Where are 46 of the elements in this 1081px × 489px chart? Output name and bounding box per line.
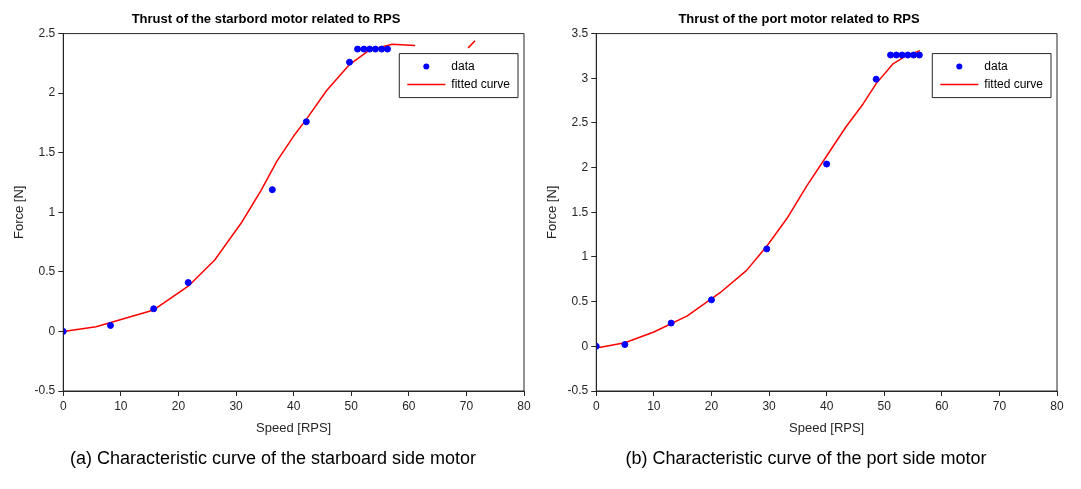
y-tick-label: -0.5: [567, 383, 589, 398]
legend-label: fitted curve: [451, 76, 511, 91]
y-tick-label: 2: [48, 85, 56, 100]
y-tick-label: 2.5: [38, 25, 56, 40]
text: (a) Characteristic curve of the starboard side motor: [69, 448, 477, 469]
x-tick-label: 70: [992, 398, 1007, 413]
y-tick-label: 0: [581, 338, 589, 353]
x-tick-label: 20: [171, 398, 186, 413]
x-tick-label: 50: [877, 398, 892, 413]
legend-label: data: [451, 58, 475, 73]
y-tick-label: 3: [581, 70, 589, 85]
legend-label: data: [984, 58, 1008, 73]
y-tick-label: 2: [581, 159, 589, 174]
chart-title: Thrust of the port motor related to RPS: [678, 11, 920, 27]
x-tick-label: 80: [517, 398, 531, 413]
y-tick-label: 2.5: [571, 115, 589, 130]
x-tick-label: 50: [344, 398, 359, 413]
x-tick-label: 20: [704, 398, 719, 413]
x-tick-label: 0: [59, 398, 67, 413]
text: (b) Characteristic curve of the port side motor: [625, 448, 987, 469]
y-axis-title: Force [N]: [544, 185, 560, 240]
x-tick-label: 40: [819, 398, 834, 413]
x-axis-title: Speed [RPS]: [256, 419, 332, 435]
x-tick-label: 60: [402, 398, 416, 413]
y-tick-label: 0: [48, 323, 56, 338]
x-tick-label: 0: [592, 398, 600, 413]
y-axis-title: Force [N]: [11, 185, 27, 240]
legend-label: fitted curve: [984, 76, 1044, 91]
x-tick-label: 10: [647, 398, 661, 413]
y-tick-label: 1: [581, 249, 589, 264]
y-tick-label: 1.5: [38, 145, 56, 160]
y-tick-label: 0.5: [571, 293, 589, 308]
x-tick-label: 30: [229, 398, 244, 413]
x-tick-label: 60: [935, 398, 949, 413]
x-tick-label: 70: [459, 398, 474, 413]
y-tick-label: 1: [48, 204, 56, 219]
y-tick-label: -0.5: [34, 383, 56, 398]
chart-title: Thrust of the starbord motor related to RPS: [131, 11, 401, 27]
y-tick-label: 1.5: [571, 204, 589, 219]
x-tick-label: 80: [1050, 398, 1064, 413]
x-axis-title: Speed [RPS]: [789, 419, 865, 435]
y-tick-label: 3.5: [571, 25, 589, 40]
y-tick-label: 0.5: [38, 264, 56, 279]
x-tick-label: 10: [114, 398, 128, 413]
x-tick-label: 40: [286, 398, 301, 413]
x-tick-label: 30: [762, 398, 777, 413]
